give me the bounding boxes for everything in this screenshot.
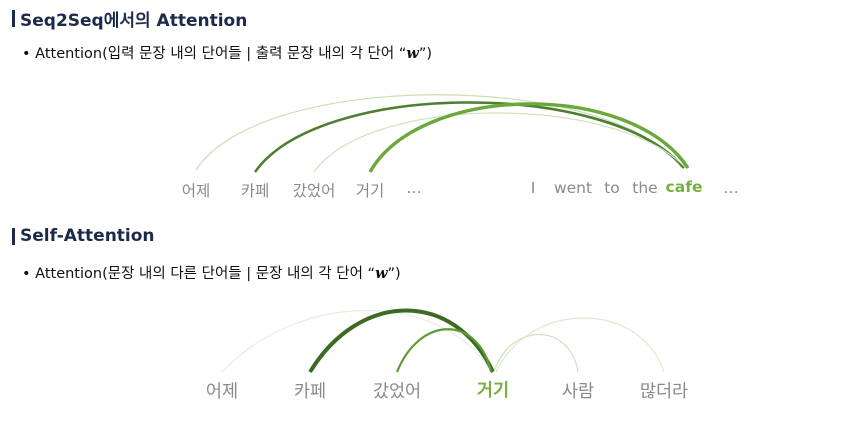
token: 사람 — [561, 382, 595, 402]
arc-s2-geogi-manteora — [495, 317, 665, 373]
token: 많더라 — [639, 382, 689, 402]
arc-s1-gasseo-cafe — [313, 112, 687, 173]
arc-s2-gasseo-geogi — [395, 328, 493, 373]
arc-s1-kape-cafe — [253, 101, 685, 173]
source-token: 어제 — [181, 182, 211, 200]
section-title-self-attention: Self-Attention — [12, 226, 155, 246]
target-token: went — [553, 179, 593, 197]
token: 갔었어 — [372, 382, 422, 402]
query-token-cafe: cafe — [665, 178, 703, 196]
arc-s1-geogi-cafe — [368, 102, 690, 173]
source-token: 카페 — [240, 182, 270, 200]
title-bar-marker — [12, 227, 15, 245]
bullet-self-attention: • Attention(문장 내의 다른 단어들 | 문장 내의 각 단어 “w… — [22, 262, 401, 283]
variable-w: w — [406, 45, 419, 62]
arc-s2-kape-geogi — [308, 308, 495, 374]
bullet-text-prefix: • Attention(입력 문장 내의 단어들 | 출력 문장 내의 각 단어… — [22, 46, 407, 62]
bullet-text-prefix: • Attention(문장 내의 다른 단어들 | 문장 내의 각 단어 “ — [22, 266, 376, 282]
variable-w: w — [375, 265, 388, 282]
target-token: I — [530, 179, 536, 197]
target-ellipsis: … — [723, 179, 739, 197]
token: 어제 — [205, 382, 239, 402]
arc-s2-eoje-geogi — [221, 310, 493, 373]
source-ellipsis: … — [406, 179, 422, 197]
token: 카페 — [293, 382, 327, 402]
query-token-geogi: 거기 — [476, 381, 510, 401]
source-token: 갔었어 — [292, 182, 336, 200]
title-bar-marker — [12, 10, 15, 27]
target-token: to — [604, 179, 620, 197]
bullet-text-suffix: ”) — [418, 46, 433, 62]
section-title-seq2seq: Seq2Seq에서의 Attention — [12, 6, 247, 31]
bullet-text-suffix: ”) — [387, 266, 401, 282]
arc-s2-geogi-saram — [493, 334, 579, 373]
source-token: 거기 — [355, 182, 385, 200]
section-title-text: Self-Attention — [20, 226, 155, 246]
bullet-seq2seq-attention: • Attention(입력 문장 내의 단어들 | 출력 문장 내의 각 단어… — [22, 42, 432, 63]
target-token: the — [632, 179, 658, 197]
section-title-text: Seq2Seq에서의 Attention — [20, 11, 248, 31]
arc-s1-eoje-cafe — [195, 94, 683, 171]
